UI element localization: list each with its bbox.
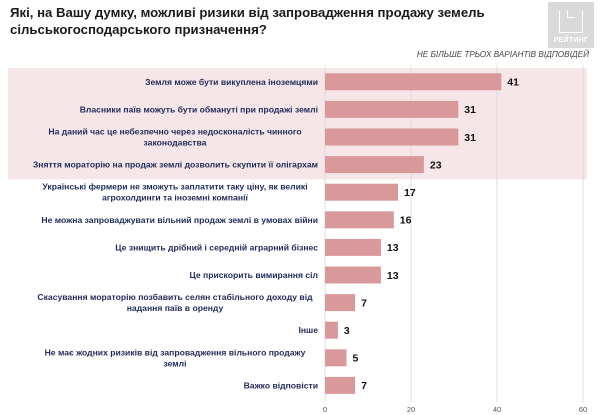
bar — [325, 183, 399, 201]
logo-text: РЕЙТИНГ — [553, 37, 589, 44]
category-label: Це знищить дрібний і середній аграрний б… — [115, 242, 318, 252]
x-tick-label: 20 — [407, 405, 415, 414]
bar — [325, 128, 459, 146]
bar-value-label: 3 — [344, 325, 350, 337]
category-label: Не має жодних ризиків від запровадження … — [45, 347, 306, 368]
bar — [325, 266, 381, 284]
bar-value-label: 7 — [361, 297, 367, 309]
category-label: Власники паїв можуть бути обманутi при п… — [80, 104, 318, 114]
bar — [325, 238, 381, 256]
bar — [325, 156, 424, 174]
category-label: Зняття мораторію на продаж землі дозволи… — [33, 160, 318, 170]
x-tick-label: 60 — [579, 405, 587, 414]
category-label: Українські фермери не зможуть заплатити … — [42, 182, 307, 203]
bar — [325, 100, 459, 118]
answer-note: НЕ БІЛЬШЕ ТРЬОХ ВАРІАНТІВ ВІДПОВІДЕЙ — [416, 50, 589, 59]
bar-value-label: 17 — [404, 187, 416, 199]
chart-title: Які, на Вашу думку, можливі ризики від з… — [10, 5, 485, 37]
bar-value-label: 16 — [400, 215, 412, 227]
bar-value-label: 31 — [464, 132, 476, 144]
category-label: Це прискорить вимирання сіл — [189, 270, 318, 280]
bar-value-label: 31 — [464, 104, 476, 116]
category-label: На даний час це небезпечно через недоско… — [48, 127, 301, 148]
category-label: Інше — [298, 325, 318, 335]
bar-value-label: 5 — [353, 353, 359, 365]
category-label: Важко відповісти — [244, 380, 318, 390]
bar — [325, 321, 338, 339]
x-tick-label: 0 — [323, 405, 327, 414]
bar-value-label: 7 — [361, 380, 367, 392]
bar-value-label: 41 — [507, 77, 519, 89]
bar — [325, 294, 356, 312]
rating-logo: РЕЙТИНГ — [548, 2, 594, 48]
bar — [325, 376, 356, 394]
category-label: Скасування мораторію позбавить селян ста… — [37, 292, 313, 313]
category-label: Не можна запроваджувати вільний продаж з… — [41, 215, 318, 225]
bar — [325, 211, 394, 229]
category-label: Земля може бути викуплена іноземцями — [145, 77, 318, 87]
house-icon — [559, 10, 583, 33]
x-tick-label: 40 — [493, 405, 501, 414]
bar-value-label: 23 — [430, 159, 442, 171]
bar — [325, 73, 502, 91]
bar-value-label: 13 — [387, 270, 399, 282]
bar-value-label: 13 — [387, 242, 399, 254]
bar — [325, 349, 347, 367]
